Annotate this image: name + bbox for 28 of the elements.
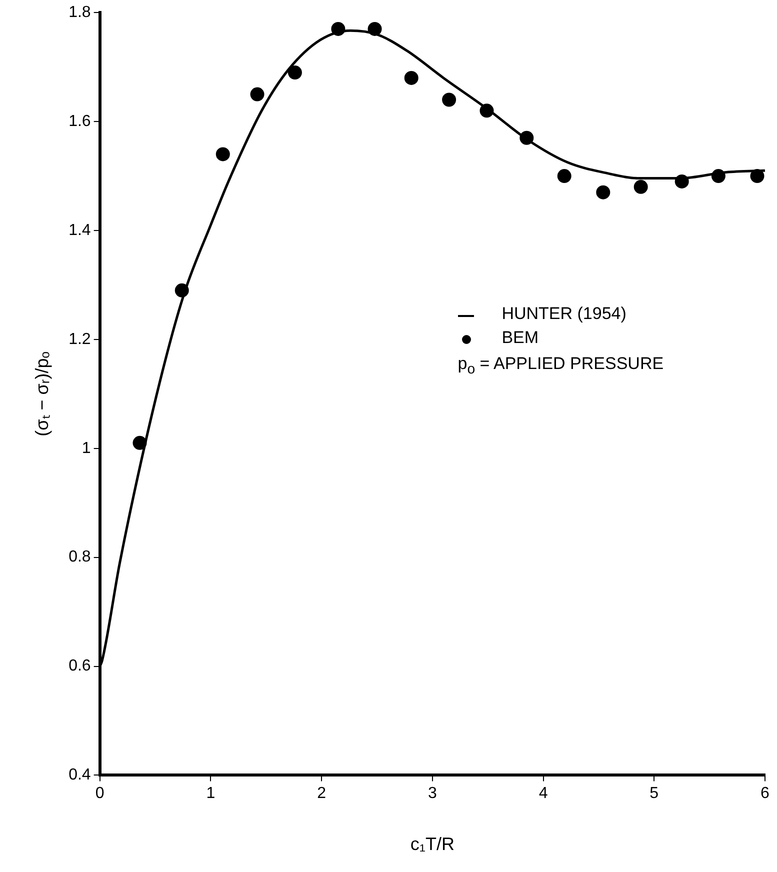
y-tick-label: 1.4 [68,222,91,239]
y-tick-label: 1.2 [68,330,91,348]
point [288,66,302,80]
x-tick-label: 1 [206,785,216,802]
point [634,180,648,194]
x-tick-label: 2 [317,785,326,802]
x-tick-label: 6 [760,785,770,802]
x-tick-label: 4 [538,785,548,802]
point [216,147,230,162]
legend-label: BEM [502,327,539,350]
point [442,92,456,107]
y-tick-label: 1.6 [68,112,91,130]
y-tick-label: 0.4 [68,766,91,784]
x-tick-label: 0 [95,785,104,802]
annotation: p$_{o}$ = APPLIED PRESSURE [458,354,664,378]
x-axis-title: c₁T/R [410,834,454,854]
y-axis-title: (σₜ − σᵣ)/pₒ [32,351,52,436]
point [250,87,264,102]
y-tick-label: 1 [82,440,91,457]
point [404,70,418,85]
x-tick-label: 3 [428,785,437,802]
y-tick-label: 1.8 [68,4,91,22]
point [596,185,610,200]
x-tick-label: 5 [650,785,659,802]
y-tick-label: 0.6 [68,658,91,675]
legend-label: HUNTER (1954) [502,303,626,326]
y-tick-label: 0.8 [68,548,91,566]
point [557,169,572,184]
